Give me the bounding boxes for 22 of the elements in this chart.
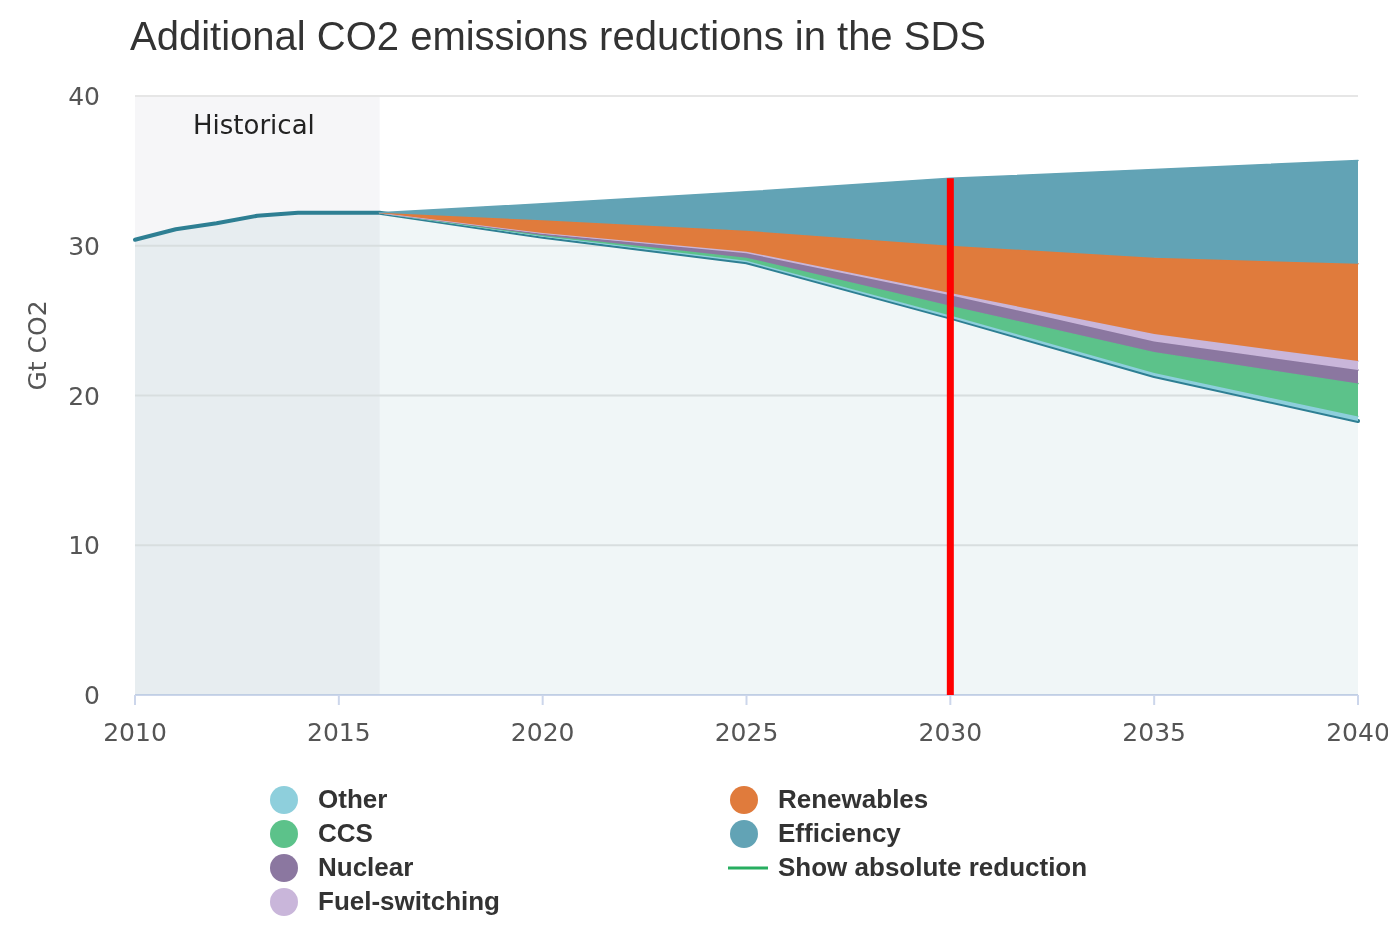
legend-label: Fuel-switching xyxy=(318,886,500,916)
y-tick-label: 40 xyxy=(68,82,100,111)
legend-label: Show absolute reduction xyxy=(778,852,1088,882)
legend-label: Renewables xyxy=(778,784,929,814)
y-tick-label: 30 xyxy=(68,231,100,261)
y-tick-label: 0 xyxy=(84,681,100,710)
chart-title: Additional CO2 emissions reductions in the SDS xyxy=(130,14,986,58)
y-axis-title: Gt CO2 xyxy=(23,300,52,391)
x-tick-label: 2020 xyxy=(510,718,575,747)
legend-label: Other xyxy=(318,784,388,814)
legend-label: Efficiency xyxy=(778,818,902,848)
x-tick-label: 2015 xyxy=(307,718,371,747)
band-label: Historical xyxy=(193,110,315,140)
x-tick-label: 2010 xyxy=(103,718,167,747)
x-tick-label: 2040 xyxy=(1326,718,1390,747)
y-tick-label: 10 xyxy=(68,531,100,561)
x-tick-label: 2035 xyxy=(1122,718,1186,747)
legend-label: CCS xyxy=(318,818,373,848)
y-tick-label: 20 xyxy=(68,381,100,411)
x-tick-label: 2030 xyxy=(918,718,983,747)
x-tick-label: 2025 xyxy=(714,718,779,747)
legend-label: Nuclear xyxy=(318,852,414,882)
